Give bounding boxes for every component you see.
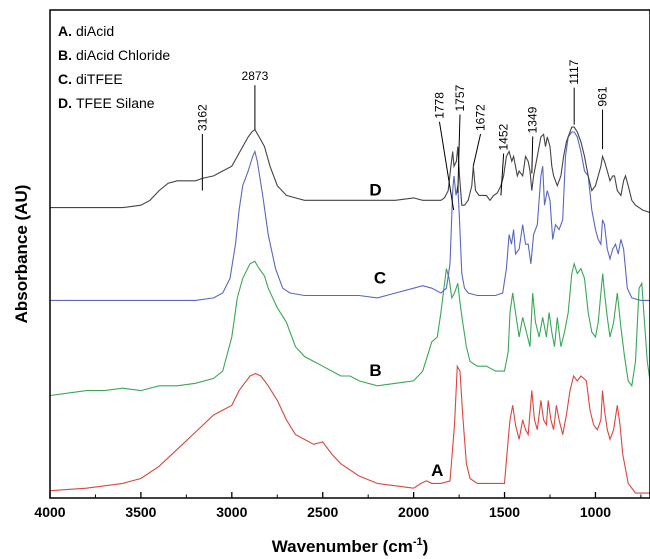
- plot-frame: [49, 9, 650, 499]
- peak-marker-1757: [457, 114, 461, 194]
- legend-key: C.: [58, 71, 72, 87]
- spectra-curves: [49, 126, 650, 494]
- legend-name: diAcid: [76, 23, 114, 39]
- peak-annotations: 3162 2873 1778 1757 1672 1452 1349 1117 961: [195, 59, 610, 211]
- spectrum-line-b: [49, 260, 650, 397]
- curve-letter-b: B: [369, 361, 381, 380]
- x-tick-label-2000: 2000: [398, 504, 429, 520]
- legend-entry-diacid-chloride: B. diAcid Chloride: [58, 47, 170, 63]
- x-tick-label-3000: 3000: [216, 504, 247, 520]
- legend-entry-diacid: A. diAcid: [58, 23, 114, 39]
- peak-label-1349: 1349: [526, 106, 540, 133]
- x-axis-title-superscript: -1: [413, 536, 423, 548]
- peak-label-1452: 1452: [497, 123, 511, 150]
- spectrum-line-c: [50, 131, 650, 301]
- peak-marker-1672: [472, 133, 482, 167]
- peak-label-3162: 3162: [195, 104, 209, 131]
- spectrum-line-a: [49, 364, 650, 494]
- x-axis-title-main: Wavenumber (cm: [272, 537, 413, 556]
- peak-marker-1452: [500, 153, 505, 196]
- legend-entry-ditfee: C. diTFEE: [58, 71, 123, 87]
- spectrum-line-d: [50, 126, 650, 214]
- peak-marker-1778: [438, 121, 455, 211]
- curve-letters: A B C D: [369, 180, 443, 480]
- x-axis-ticks: 4000 3500 3000 2500 2000 1500 1000: [34, 492, 642, 520]
- legend-name: TFEE Silane: [76, 95, 155, 111]
- peak-label-1778: 1778: [433, 92, 447, 119]
- peak-label-1117: 1117: [567, 59, 581, 84]
- legend-name: diTFEE: [76, 71, 123, 87]
- curve-letter-c: C: [374, 268, 386, 287]
- legend-key: D.: [58, 95, 72, 111]
- curve-letter-d: D: [369, 180, 381, 199]
- legend-key: B.: [58, 47, 72, 63]
- x-tick-label-2500: 2500: [307, 504, 338, 520]
- y-axis-title: Absorbance (AU): [12, 185, 31, 324]
- peak-label-2873: 2873: [242, 69, 269, 83]
- legend-name: diAcid Chloride: [76, 47, 170, 63]
- x-axis-title-end: ): [423, 537, 429, 556]
- peak-label-1672: 1672: [474, 104, 488, 131]
- curve-letter-a: A: [431, 461, 443, 480]
- x-tick-label-4000: 4000: [34, 504, 65, 520]
- peak-label-1757: 1757: [453, 84, 467, 111]
- peak-label-961: 961: [596, 86, 610, 106]
- peak-marker-1349: [531, 136, 534, 174]
- legend-key: A.: [58, 23, 72, 39]
- x-tick-label-3500: 3500: [125, 504, 156, 520]
- legend-entry-tfee-silane: D. TFEE Silane: [58, 95, 155, 111]
- x-tick-label-1500: 1500: [489, 504, 520, 520]
- x-tick-label-1000: 1000: [580, 504, 611, 520]
- x-axis-title: Wavenumber (cm-1): [272, 536, 429, 556]
